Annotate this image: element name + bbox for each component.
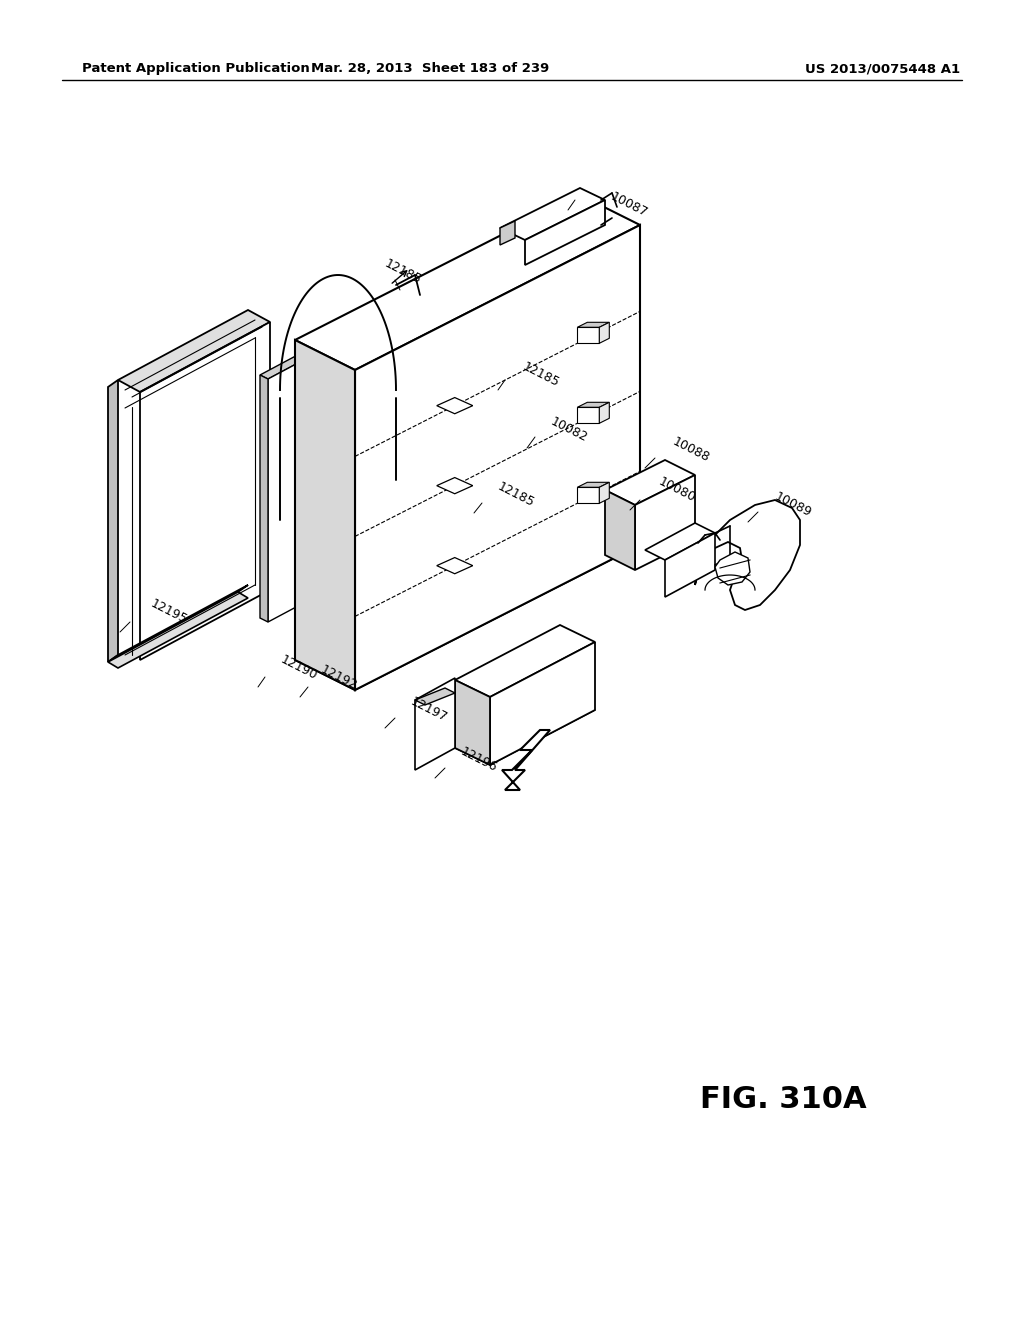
Polygon shape — [665, 533, 715, 597]
Polygon shape — [108, 591, 248, 668]
Polygon shape — [355, 224, 640, 690]
Text: 12196: 12196 — [458, 746, 499, 775]
Polygon shape — [500, 187, 605, 240]
Polygon shape — [500, 220, 515, 246]
Polygon shape — [455, 624, 595, 697]
Polygon shape — [635, 475, 695, 570]
Polygon shape — [502, 730, 550, 789]
Text: 12185: 12185 — [382, 257, 423, 286]
Text: 12192: 12192 — [318, 663, 359, 693]
Text: 10082: 10082 — [548, 416, 590, 445]
Text: 12185: 12185 — [495, 480, 537, 510]
Polygon shape — [295, 341, 355, 690]
Polygon shape — [695, 500, 800, 610]
Polygon shape — [437, 557, 473, 574]
Text: FIG. 310A: FIG. 310A — [700, 1085, 866, 1114]
Polygon shape — [437, 478, 473, 494]
Text: 12190: 12190 — [278, 653, 319, 682]
Polygon shape — [108, 380, 118, 663]
Polygon shape — [599, 482, 609, 503]
Polygon shape — [715, 552, 750, 585]
Polygon shape — [118, 310, 270, 392]
Polygon shape — [605, 459, 695, 506]
Polygon shape — [295, 515, 640, 690]
Polygon shape — [578, 403, 609, 408]
Text: US 2013/0075448 A1: US 2013/0075448 A1 — [805, 62, 961, 75]
Polygon shape — [599, 403, 609, 424]
Polygon shape — [578, 408, 599, 424]
Polygon shape — [605, 490, 635, 570]
Polygon shape — [437, 397, 473, 413]
Text: Patent Application Publication: Patent Application Publication — [82, 62, 309, 75]
Polygon shape — [140, 322, 270, 660]
Text: 10089: 10089 — [772, 490, 813, 520]
Polygon shape — [645, 523, 715, 560]
Text: 10088: 10088 — [670, 436, 712, 465]
Polygon shape — [455, 693, 595, 766]
Polygon shape — [490, 642, 595, 766]
Text: 10087: 10087 — [608, 190, 649, 220]
Polygon shape — [455, 680, 490, 766]
Polygon shape — [578, 487, 599, 503]
Polygon shape — [578, 322, 609, 327]
Polygon shape — [108, 585, 248, 663]
Polygon shape — [295, 195, 640, 370]
Text: 12185: 12185 — [520, 360, 561, 389]
Polygon shape — [415, 678, 455, 770]
Text: 12195: 12195 — [148, 597, 189, 627]
Polygon shape — [578, 327, 599, 343]
Polygon shape — [599, 322, 609, 343]
Polygon shape — [578, 482, 609, 487]
Polygon shape — [268, 347, 328, 622]
Polygon shape — [525, 201, 605, 265]
Text: Mar. 28, 2013  Sheet 183 of 239: Mar. 28, 2013 Sheet 183 of 239 — [311, 62, 549, 75]
Polygon shape — [260, 343, 328, 379]
Polygon shape — [260, 375, 268, 622]
Polygon shape — [415, 688, 455, 705]
Text: 10080: 10080 — [656, 475, 697, 504]
Text: 12197: 12197 — [408, 696, 450, 725]
